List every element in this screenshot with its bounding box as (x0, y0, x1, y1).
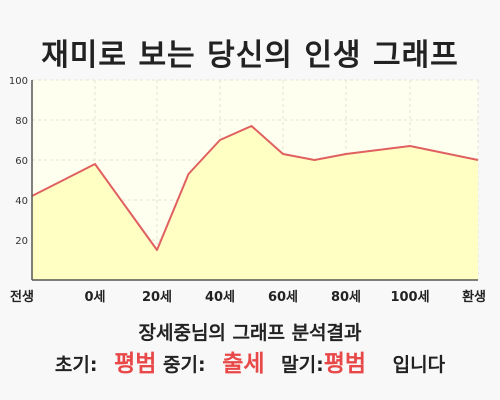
x-tick-label: 80세 (331, 290, 361, 305)
x-tick-label: 전생 (10, 289, 34, 305)
y-tick-label: 60 (15, 156, 28, 167)
series-area (32, 126, 478, 280)
y-tick-labels: 20 40 60 80 100 (9, 76, 28, 247)
chart-title: 재미로 보는 당신의 인생 그래프 (41, 38, 459, 73)
y-tick-label: 100 (9, 76, 28, 87)
y-tick-label: 40 (15, 196, 28, 207)
mid-label: 중기: (163, 354, 206, 376)
x-tick-label: 0세 (84, 290, 105, 305)
late-value: 평범 (323, 351, 367, 377)
result-caption: 장세중님의 그래프 분석결과 (138, 322, 362, 344)
y-tick-label: 80 (15, 116, 28, 127)
result-suffix: 입니다 (392, 354, 446, 376)
x-tick-label: 40세 (205, 290, 235, 305)
mid-value: 출세 (222, 351, 265, 377)
series-line (31, 125, 479, 251)
x-tick-label: 100세 (390, 290, 429, 305)
early-value: 평범 (114, 351, 157, 377)
result-summary: 초기: 평범 중기: 출세 말기:평범 입니다 (0, 344, 500, 378)
x-tick-label: 환생 (462, 289, 486, 305)
late-label: 말기: (281, 354, 324, 376)
x-tick-label: 60세 (268, 290, 298, 305)
y-tick-label: 20 (15, 236, 28, 247)
early-label: 초기: (54, 354, 98, 376)
x-tick-labels: 전생 0세 20세 40세 60세 80세 100세 환생 (10, 289, 486, 305)
x-tick-label: 20세 (142, 290, 172, 305)
plot-frame (31, 80, 478, 281)
